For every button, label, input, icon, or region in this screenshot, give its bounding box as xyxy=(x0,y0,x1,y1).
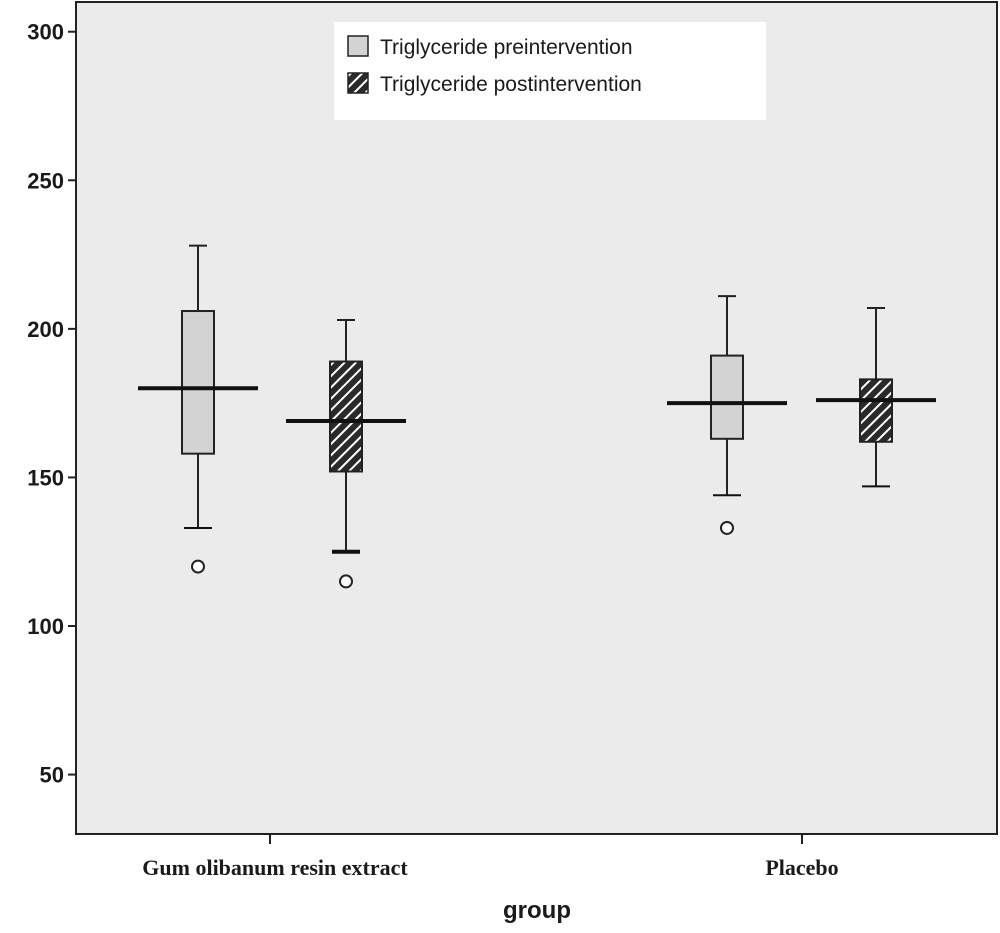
y-tick-label: 200 xyxy=(27,317,64,342)
legend-swatch xyxy=(347,72,369,94)
x-category-label: Gum olibanum resin extract xyxy=(142,855,408,880)
outlier-point xyxy=(720,520,734,535)
y-tick-label: 100 xyxy=(27,614,64,639)
outlier-point xyxy=(339,574,353,589)
legend: Triglyceride preintervention Triglyceride… xyxy=(334,22,766,120)
x-axis-title: group xyxy=(503,897,571,924)
box-0-1 xyxy=(667,295,787,535)
x-category-label: Placebo xyxy=(765,855,838,880)
box-0-0 xyxy=(138,244,258,574)
box-iqr xyxy=(181,310,215,455)
legend-label: Triglyceride postintervention xyxy=(380,73,642,96)
y-axis: 50 100 150 200 250 300 xyxy=(27,20,76,788)
box-iqr xyxy=(710,354,744,440)
x-axis: Gum olibanum resin extract Placebo xyxy=(142,834,839,880)
box-iqr xyxy=(859,378,893,443)
legend-box xyxy=(334,22,766,120)
box-1-0 xyxy=(286,318,406,589)
box-1-1 xyxy=(816,307,936,488)
legend-label: Triglyceride preintervention xyxy=(380,36,633,59)
y-tick-label: 250 xyxy=(27,168,64,193)
outlier-point xyxy=(191,559,205,574)
y-tick-label: 150 xyxy=(27,465,64,490)
legend-swatch xyxy=(347,35,369,57)
box-iqr xyxy=(329,360,363,473)
plot-area xyxy=(75,1,998,835)
boxes-layer xyxy=(138,244,936,589)
y-tick-label: 300 xyxy=(27,20,64,45)
y-tick-label: 50 xyxy=(40,763,64,788)
